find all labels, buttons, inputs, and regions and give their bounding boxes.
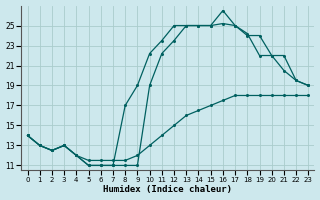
X-axis label: Humidex (Indice chaleur): Humidex (Indice chaleur) <box>103 185 232 194</box>
